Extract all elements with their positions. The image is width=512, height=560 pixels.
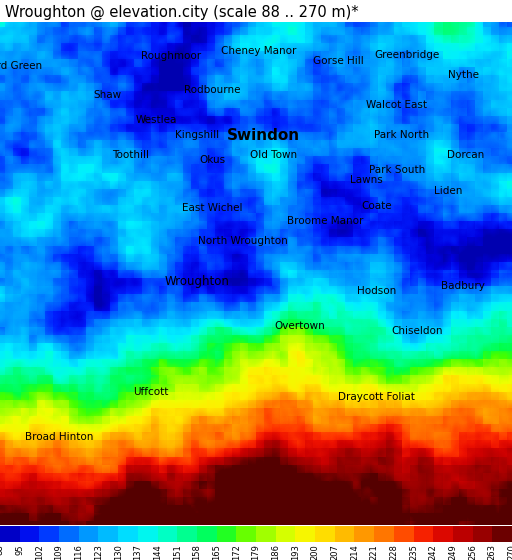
Text: 123: 123 <box>94 544 103 560</box>
Text: liard Green: liard Green <box>0 61 42 71</box>
Text: 256: 256 <box>468 544 477 560</box>
Text: 88: 88 <box>0 544 5 555</box>
Bar <box>79 526 98 542</box>
Text: 102: 102 <box>35 544 44 560</box>
Text: 207: 207 <box>330 544 339 560</box>
Bar <box>335 526 354 542</box>
Text: 186: 186 <box>271 544 280 560</box>
Text: Rodbourne: Rodbourne <box>184 85 241 95</box>
Text: 165: 165 <box>212 544 221 560</box>
Text: 144: 144 <box>153 544 162 560</box>
Text: Park North: Park North <box>374 130 430 140</box>
Text: 214: 214 <box>350 544 359 560</box>
Text: Wroughton @ elevation.city (scale 88 .. 270 m)*: Wroughton @ elevation.city (scale 88 .. … <box>5 4 359 20</box>
Text: Okus: Okus <box>199 155 226 165</box>
Text: Hodson: Hodson <box>357 286 396 296</box>
Text: Park South: Park South <box>369 165 425 175</box>
Bar <box>394 526 414 542</box>
Bar <box>118 526 138 542</box>
Bar <box>493 526 512 542</box>
Bar <box>473 526 493 542</box>
Text: Roughmoor: Roughmoor <box>141 51 202 60</box>
Text: 228: 228 <box>389 544 398 560</box>
Text: 158: 158 <box>193 544 201 560</box>
Bar <box>275 526 295 542</box>
Bar <box>98 526 118 542</box>
Bar <box>354 526 374 542</box>
Text: 242: 242 <box>429 544 438 560</box>
Text: 116: 116 <box>74 544 83 560</box>
Text: Toothill: Toothill <box>112 150 149 160</box>
Text: Westlea: Westlea <box>136 115 177 125</box>
Text: Lawns: Lawns <box>350 175 382 185</box>
Text: 109: 109 <box>55 544 63 560</box>
Bar <box>433 526 453 542</box>
Text: 172: 172 <box>232 544 241 560</box>
Bar <box>295 526 315 542</box>
Text: Swindon: Swindon <box>227 128 300 143</box>
Text: Draycott Foliat: Draycott Foliat <box>338 392 415 402</box>
Bar <box>315 526 335 542</box>
Text: 179: 179 <box>251 544 261 560</box>
Text: Walcot East: Walcot East <box>366 100 428 110</box>
Text: Kingshill: Kingshill <box>175 130 219 140</box>
Text: Gorse Hill: Gorse Hill <box>312 56 364 66</box>
Text: Dorcan: Dorcan <box>447 150 484 160</box>
Text: Shaw: Shaw <box>94 90 121 100</box>
Bar <box>177 526 197 542</box>
Text: 235: 235 <box>409 544 418 560</box>
Text: 249: 249 <box>449 544 457 560</box>
Bar <box>256 526 275 542</box>
Text: Broome Manor: Broome Manor <box>287 216 364 226</box>
Bar <box>237 526 256 542</box>
Text: 193: 193 <box>291 544 300 560</box>
Text: Wroughton: Wroughton <box>165 274 229 287</box>
Bar <box>453 526 473 542</box>
Text: Broad Hinton: Broad Hinton <box>25 432 93 442</box>
Text: 221: 221 <box>370 544 379 560</box>
Bar <box>39 526 59 542</box>
Text: 263: 263 <box>488 544 497 560</box>
Bar <box>59 526 79 542</box>
Text: Liden: Liden <box>434 185 462 195</box>
Bar <box>197 526 217 542</box>
Text: Cheney Manor: Cheney Manor <box>221 46 296 55</box>
Text: Coate: Coate <box>361 200 392 211</box>
Text: 137: 137 <box>133 544 142 560</box>
Text: 130: 130 <box>114 544 123 560</box>
Text: 95: 95 <box>15 544 24 555</box>
Text: Uffcott: Uffcott <box>133 387 169 396</box>
Text: 200: 200 <box>311 544 319 560</box>
Bar <box>19 526 39 542</box>
Text: 151: 151 <box>173 544 182 560</box>
Bar <box>158 526 177 542</box>
Text: Greenbridge: Greenbridge <box>374 50 440 60</box>
Text: Chiseldon: Chiseldon <box>392 326 443 337</box>
Bar <box>217 526 237 542</box>
Text: Badbury: Badbury <box>441 281 485 291</box>
Text: 270: 270 <box>507 544 512 560</box>
Bar <box>138 526 158 542</box>
Bar <box>414 526 433 542</box>
Text: East Wichel: East Wichel <box>182 203 243 213</box>
Text: Nythe: Nythe <box>448 70 479 80</box>
Text: North Wroughton: North Wroughton <box>198 236 288 246</box>
Text: Overtown: Overtown <box>274 321 325 332</box>
Bar <box>374 526 394 542</box>
Bar <box>0 526 19 542</box>
Text: Old Town: Old Town <box>250 150 297 160</box>
